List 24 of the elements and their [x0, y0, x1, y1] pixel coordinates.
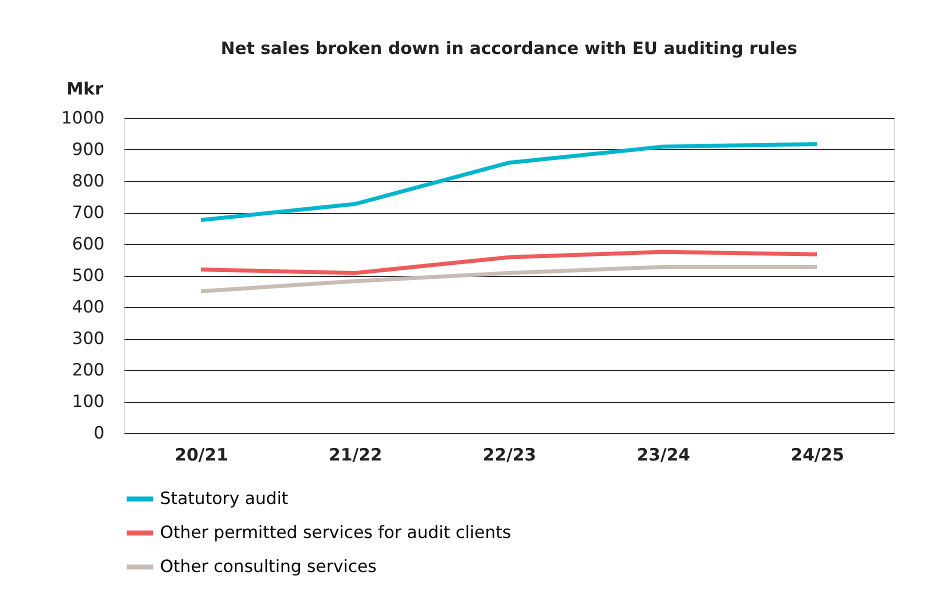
x-tick-label: 24/25 — [790, 446, 844, 466]
y-tick-label: 600 — [72, 234, 104, 254]
y-tick-label: 700 — [72, 203, 104, 223]
chart-title: Net sales broken down in accordance with EU auditing rules — [220, 39, 798, 59]
line-series — [199, 142, 819, 222]
y-tick-label: 200 — [72, 360, 104, 380]
x-tick-label: 22/23 — [482, 446, 536, 466]
y-axis-title: Mkr — [66, 80, 104, 100]
y-tick-label: 400 — [72, 298, 104, 318]
y-tick-label: 900 — [72, 140, 104, 160]
legend-label: Statutory audit — [160, 489, 289, 509]
y-tick-label: 300 — [72, 329, 104, 349]
y-tick-label: 100 — [72, 392, 104, 412]
y-tick-label: 1000 — [61, 108, 104, 128]
x-tick-label: 20/21 — [174, 446, 228, 466]
x-tick-label: 23/24 — [636, 446, 690, 466]
y-tick-label: 800 — [72, 172, 104, 192]
y-tick-label: 500 — [72, 266, 104, 286]
legend-label: Other consulting services — [160, 557, 377, 577]
x-tick-label: 21/22 — [328, 446, 382, 466]
y-tick-label: 0 — [94, 424, 104, 444]
legend-label: Other permitted services for audit clients — [160, 523, 512, 543]
line-series — [199, 264, 819, 294]
line-series — [199, 250, 819, 275]
